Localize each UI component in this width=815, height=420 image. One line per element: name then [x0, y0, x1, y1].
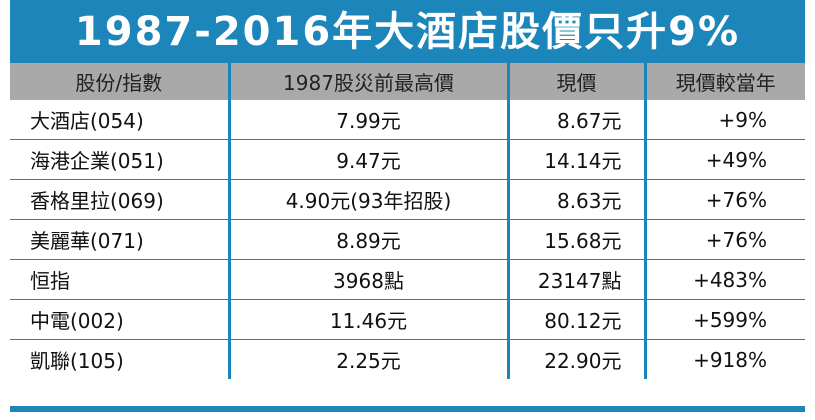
infographic-frame: 1987-2016年大酒店股價只升9% 股份/指數 1987股災前最高價 現價 … [10, 0, 805, 412]
cell-name: 恒指 [10, 259, 229, 300]
cell-name: 凱聯(105) [30, 349, 124, 373]
cell-current-price: 23147點 [506, 259, 645, 300]
cell-current-price: 80.12元 [506, 299, 645, 340]
cell-name: 美麗華(071) [10, 219, 229, 260]
cell-pre-crash-high: 3968點 [227, 259, 508, 300]
cell-change: +483% [643, 259, 805, 300]
table-row: 香格里拉(069) 4.90元(93年招股) 8.63元 +76% [10, 179, 805, 220]
cell-name: 中電(002) [10, 299, 229, 340]
cell-pre-crash-high: 8.89元 [227, 219, 508, 260]
cell-change: +76% [643, 219, 805, 260]
cell-pre-crash-high: 7.99元 [227, 100, 508, 140]
cell-pre-crash-high: 4.90元(93年招股) [227, 179, 508, 220]
cell-change: +599% [643, 299, 805, 340]
cell-current-price: 14.14元 [506, 139, 645, 180]
cell-current-price: 22.90元 [506, 339, 645, 379]
page-title: 1987-2016年大酒店股價只升9% [74, 8, 741, 55]
cell-name: 大酒店(054) [10, 100, 229, 140]
cell-pre-crash-high: 2.25元 [227, 339, 508, 379]
header-pre-crash-high: 1987股災前最高價 [227, 63, 508, 100]
table-row: 海港企業(051) 9.47元 14.14元 +49% [10, 139, 805, 180]
cell-current-price: 8.67元 [506, 100, 645, 140]
cell-pre-crash-high: 11.46元 [227, 299, 508, 340]
cell-change: +918% [643, 339, 805, 379]
cell-change: +9% [643, 100, 805, 140]
cell-change: +49% [643, 139, 805, 180]
table-row: 美麗華(071) 8.89元 15.68元 +76% [10, 219, 805, 260]
table-row: 中電(002) 11.46元 80.12元 +599% [10, 299, 805, 340]
title-bar: 1987-2016年大酒店股價只升9% [10, 0, 805, 63]
cell-current-price: 8.63元 [506, 179, 645, 220]
header-current-price: 現價 [506, 63, 645, 100]
bottom-divider [10, 406, 805, 412]
cell-current-price: 15.68元 [506, 219, 645, 260]
header-stock-index: 股份/指數 [10, 63, 229, 100]
table-row: 大酒店(054) 7.99元 8.67元 +9% [10, 100, 805, 140]
cell-change: +76% [643, 179, 805, 220]
table-row: 恒指 3968點 23147點 +483% [10, 259, 805, 300]
table-row: 凱聯(105) 2.25元 22.90元 +918% [10, 339, 805, 379]
header-change: 現價較當年 [643, 63, 805, 100]
table-header-row: 股份/指數 1987股災前最高價 現價 現價較當年 [10, 63, 805, 100]
cell-pre-crash-high: 9.47元 [227, 139, 508, 180]
cell-name: 香格里拉(069) [10, 179, 229, 220]
cell-name: 海港企業(051) [10, 139, 229, 180]
stock-price-table: 股份/指數 1987股災前最高價 現價 現價較當年 大酒店(054) 7.99元… [10, 63, 805, 379]
